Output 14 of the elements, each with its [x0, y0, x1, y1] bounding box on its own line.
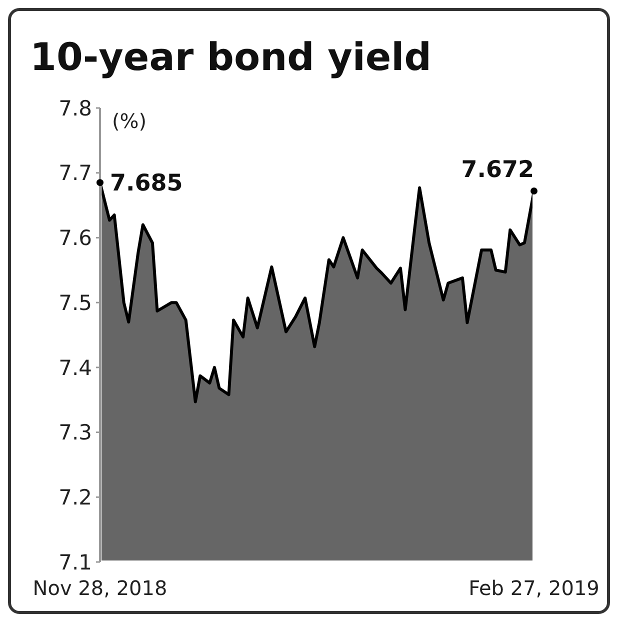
- y-tick-label: 7.3: [58, 420, 92, 445]
- y-tick-label: 7.5: [58, 290, 92, 315]
- y-tick-label: 7.4: [58, 356, 92, 380]
- y-axis-title: (%): [112, 109, 147, 133]
- chart-title: 10-year bond yield: [30, 35, 432, 79]
- annotation: 7.672: [461, 157, 534, 184]
- y-tick-label: 7.1: [58, 550, 92, 574]
- y-tick-label: 7.7: [58, 161, 92, 186]
- x-tick-label: Feb 27, 2019: [468, 576, 600, 600]
- y-tick-label: 7.6: [58, 226, 92, 250]
- y-tick-label: 7.2: [58, 485, 92, 510]
- annotation: 7.685: [110, 170, 183, 197]
- y-tick-label: 7.8: [58, 96, 92, 120]
- x-tick-label: Nov 28, 2018: [32, 576, 168, 600]
